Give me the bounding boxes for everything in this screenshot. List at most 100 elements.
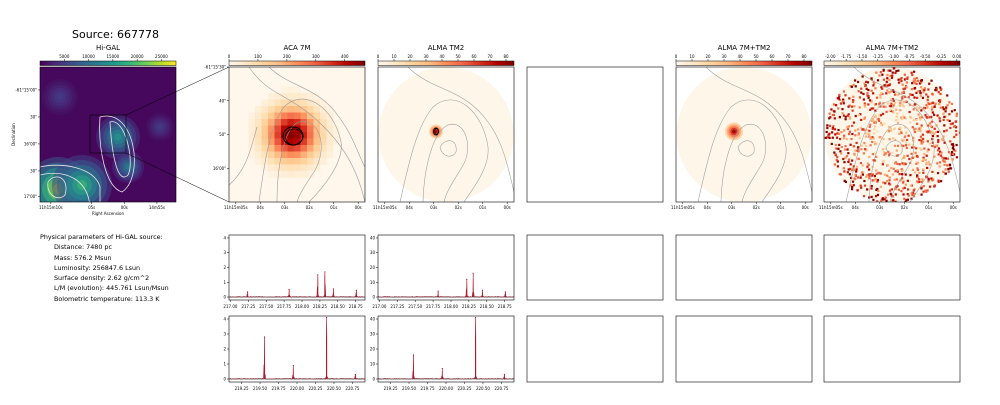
- log-noise-pixel: [849, 163, 852, 166]
- log-noise-pixel: [871, 173, 874, 176]
- log-noise-pixel: [868, 174, 871, 178]
- aca7m-pixel: [255, 106, 262, 113]
- log-noise-pixel: [884, 196, 887, 199]
- log-noise-pixel: [870, 119, 873, 122]
- log-noise-pixel: [915, 82, 918, 86]
- aca7m-pixel: [287, 112, 295, 120]
- log-noise-pixel: [920, 187, 923, 190]
- log-noise-pixel: [936, 130, 940, 133]
- tm2-primary-beam: [378, 67, 514, 202]
- log-noise-pixel: [900, 158, 903, 161]
- log-noise-pixel: [851, 100, 855, 104]
- log-noise-pixel: [838, 98, 841, 101]
- log-noise-pixel: [931, 106, 934, 109]
- xtick-label-spec_aca_217-1: 217.25: [241, 304, 255, 309]
- panel-title-aca7m: ACA 7M: [283, 44, 310, 52]
- log-noise-pixel: [886, 163, 889, 167]
- log-noise-pixel: [875, 96, 879, 99]
- log-noise-pixel: [914, 151, 917, 154]
- aca7m-pixel: [300, 132, 308, 139]
- log-noise-pixel: [915, 96, 919, 99]
- log-noise-pixel: [873, 140, 876, 144]
- log-noise-pixel: [953, 135, 956, 139]
- aca7m-pixel: [261, 125, 269, 133]
- aca7m-pixel: [255, 158, 262, 165]
- log-noise-pixel: [846, 114, 849, 117]
- log-noise-pixel: [833, 151, 836, 154]
- log-noise-pixel: [898, 163, 901, 166]
- xtick-label-spec_tm2_219-0: 219.25: [384, 386, 398, 391]
- log-noise-pixel: [837, 128, 840, 132]
- log-noise-pixel: [873, 82, 876, 85]
- log-noise-pixel: [870, 78, 873, 81]
- log-noise-pixel: [935, 88, 938, 91]
- log-noise-pixel: [844, 156, 847, 159]
- log-noise-pixel: [914, 80, 917, 83]
- log-noise-pixel: [930, 79, 933, 82]
- aca7m-pixel: [287, 171, 295, 178]
- log-noise-pixel: [901, 181, 905, 184]
- aca7m-pixel: [248, 138, 256, 146]
- log-noise-pixel: [869, 123, 872, 126]
- log-noise-pixel: [936, 162, 939, 165]
- log-noise-pixel: [910, 197, 913, 200]
- aca7m-pixel: [261, 106, 269, 113]
- ytick-label-higal-0: -61°15'00": [15, 87, 37, 92]
- log-noise-pixel: [922, 190, 925, 193]
- log-noise-pixel: [856, 176, 859, 179]
- colorbar-label-aca7m-1: 100: [254, 54, 262, 59]
- log-noise-pixel: [848, 116, 851, 119]
- higal-zoom-box: [89, 114, 127, 154]
- log-noise-pixel: [911, 193, 914, 197]
- log-noise-pixel: [876, 200, 879, 202]
- log-noise-pixel: [873, 121, 876, 124]
- aca7m-pixel: [287, 93, 295, 100]
- aca7m-pixel: [261, 132, 269, 139]
- xtick-label-spec_tm2_217-4: 218.00: [444, 304, 458, 309]
- colorbar-label-7mtm2-6: 60: [769, 54, 775, 59]
- log-noise-pixel: [861, 171, 864, 174]
- log-noise-pixel: [826, 124, 829, 127]
- log-noise-pixel: [944, 168, 947, 171]
- aca7m-pixel: [300, 99, 308, 107]
- log-noise-pixel: [833, 163, 837, 166]
- xtick-label-7mtm2log-4: 01s: [925, 205, 932, 210]
- xtick-label-spec_aca_217-2: 217.50: [259, 304, 273, 309]
- ytick-label-spec_aca_219-0: 0: [223, 377, 226, 382]
- log-noise-pixel: [831, 131, 834, 134]
- log-noise-pixel: [861, 173, 864, 176]
- aca7m-pixel: [320, 125, 327, 133]
- log-noise-pixel: [894, 200, 897, 202]
- log-noise-pixel: [861, 128, 864, 131]
- log-noise-pixel: [929, 122, 932, 125]
- log-noise-pixel: [837, 107, 840, 110]
- log-noise-pixel: [892, 67, 895, 70]
- log-noise-pixel: [890, 194, 893, 197]
- aca7m-pixel: [307, 112, 314, 120]
- colorbar-label-aca7m-4: 400: [341, 54, 349, 59]
- log-noise-pixel: [843, 137, 846, 140]
- ytick-label-higal-3: 30": [30, 168, 37, 173]
- log-noise-pixel: [828, 132, 831, 135]
- physical-parameters: Physical parameters of Hi-GAL source: Di…: [40, 232, 169, 304]
- log-noise-pixel: [918, 146, 921, 150]
- log-noise-pixel: [883, 173, 887, 176]
- frame-tm2: [377, 66, 515, 203]
- log-noise-pixel: [858, 136, 861, 140]
- aca7m-pixel: [281, 138, 288, 146]
- log-noise-pixel: [886, 174, 889, 177]
- log-noise-pixel: [948, 163, 952, 166]
- log-noise-pixel: [942, 170, 945, 174]
- log-noise-pixel: [895, 149, 898, 152]
- log-noise-pixel: [920, 193, 923, 196]
- log-noise-pixel: [881, 148, 885, 151]
- aca7m-pixel: [248, 132, 256, 139]
- log-noise-pixel: [868, 135, 872, 138]
- log-noise-pixel: [858, 106, 861, 109]
- xtick-label-spec_aca_217-4: 218.00: [295, 304, 309, 309]
- param-luminosity: Luminosity: 256847.6 Lsun: [54, 263, 141, 272]
- aca7m-pixel: [261, 112, 269, 120]
- log-noise-pixel: [943, 157, 946, 160]
- log-noise-pixel: [954, 120, 957, 123]
- log-noise-pixel: [925, 161, 928, 164]
